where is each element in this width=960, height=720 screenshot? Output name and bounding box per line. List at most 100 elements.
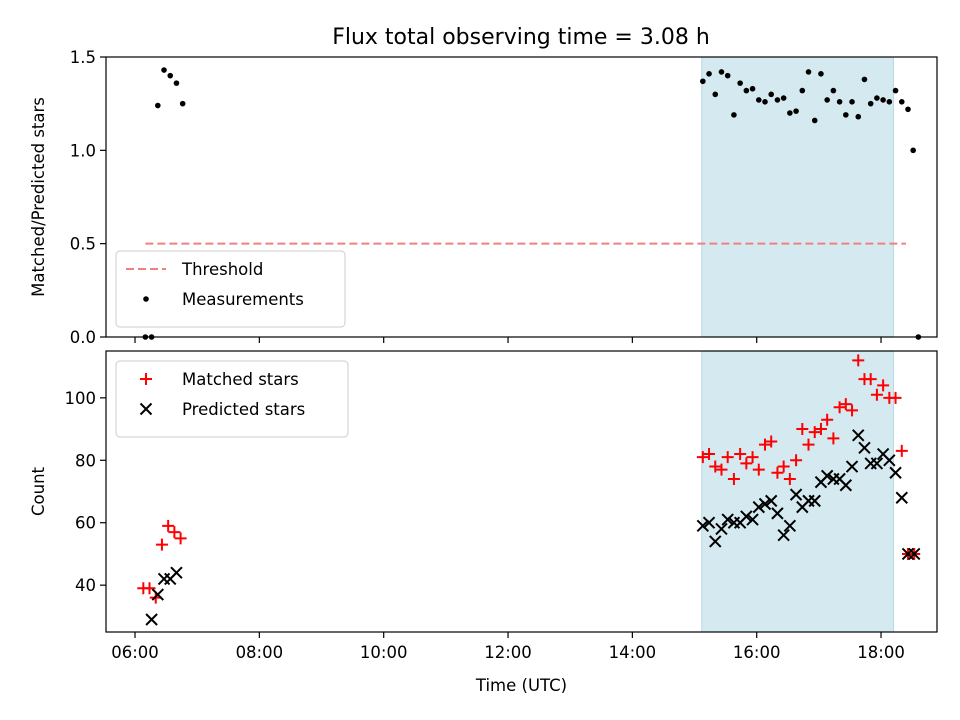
legend-label: Threshold xyxy=(181,260,263,279)
data-point xyxy=(780,95,787,101)
data-point xyxy=(771,507,784,520)
data-point xyxy=(805,69,812,75)
flux-ratio-panel: 0.0 0.5 1.0 1.5 Matched/Predicted stars Thres… xyxy=(29,48,938,347)
axes-frame xyxy=(105,56,938,338)
data-point xyxy=(179,100,186,107)
legend-label: Predicted stars xyxy=(182,400,305,419)
data-point xyxy=(808,426,821,439)
y-axis-label: Matched/Predicted stars xyxy=(29,97,48,297)
data-point xyxy=(740,457,753,470)
data-point xyxy=(845,460,859,473)
data-point xyxy=(905,106,911,113)
data-point xyxy=(814,423,827,436)
data-point xyxy=(808,494,821,508)
data-point xyxy=(170,566,183,579)
data-point xyxy=(870,388,883,401)
data-point xyxy=(895,491,908,504)
data-point xyxy=(870,457,884,470)
y-tick-label: 1.5 xyxy=(70,48,96,67)
data-point xyxy=(824,97,830,103)
data-point xyxy=(827,432,840,445)
data-point xyxy=(155,102,161,109)
data-point xyxy=(161,67,167,73)
data-point xyxy=(724,72,731,79)
data-point xyxy=(833,401,846,414)
data-point xyxy=(821,413,834,426)
data-point xyxy=(749,85,756,92)
legend: Matched stars Predicted stars xyxy=(115,360,349,438)
data-point xyxy=(703,448,716,461)
y-tick-label: 100 xyxy=(65,389,97,408)
legend-box xyxy=(115,360,349,438)
data-point xyxy=(889,391,902,404)
data-point xyxy=(709,460,722,473)
y-tick-label: 1.0 xyxy=(70,141,96,160)
legend: Threshold Measurements xyxy=(115,250,346,328)
data-point xyxy=(727,473,740,486)
data-point xyxy=(818,71,824,77)
data-point xyxy=(811,117,818,124)
data-point xyxy=(820,469,834,483)
data-point xyxy=(777,460,790,473)
x-tick-label: 10:00 xyxy=(360,643,408,662)
data-point xyxy=(886,99,893,105)
data-point xyxy=(173,80,180,86)
data-point xyxy=(843,112,849,118)
y-axis-label: Count xyxy=(29,466,48,516)
data-point xyxy=(849,99,855,105)
data-point xyxy=(895,444,908,457)
data-point xyxy=(768,91,775,98)
data-point xyxy=(174,532,187,545)
data-point xyxy=(700,78,706,85)
x-tick-label: 06:00 xyxy=(111,643,159,662)
y-tick-label: 80 xyxy=(75,451,96,470)
data-point xyxy=(796,423,809,436)
data-point xyxy=(743,87,750,94)
data-point xyxy=(709,535,722,548)
data-point xyxy=(151,588,165,601)
x-tick-label: 08:00 xyxy=(236,643,284,662)
data-point xyxy=(746,451,759,464)
data-point xyxy=(734,448,747,461)
data-point xyxy=(864,373,877,386)
data-point xyxy=(702,516,716,529)
x-tick-label: 18:00 xyxy=(857,643,905,662)
highlight-span xyxy=(701,57,894,337)
data-point xyxy=(910,147,916,154)
data-point xyxy=(907,547,921,561)
y-tick-label: 0.0 xyxy=(70,328,96,347)
data-point xyxy=(889,466,902,479)
data-point xyxy=(858,441,871,454)
data-point xyxy=(715,463,728,476)
data-point xyxy=(143,582,156,595)
data-point xyxy=(762,99,768,105)
axes-frame xyxy=(105,350,938,633)
legend-box xyxy=(115,250,346,328)
legend-marker xyxy=(139,402,153,416)
data-point xyxy=(802,438,815,451)
data-point xyxy=(774,97,781,103)
data-point xyxy=(874,95,880,101)
data-point xyxy=(696,519,710,533)
data-point xyxy=(752,463,765,476)
chart-title: Flux total observing time = 3.08 h xyxy=(332,25,710,50)
data-point xyxy=(793,108,799,114)
data-point xyxy=(877,379,890,392)
data-point xyxy=(777,529,790,542)
data-point xyxy=(771,466,784,479)
data-point xyxy=(737,80,743,86)
y-tick-label: 40 xyxy=(75,576,96,595)
data-point xyxy=(852,429,865,442)
data-point xyxy=(696,451,709,464)
data-point xyxy=(898,99,905,105)
data-point xyxy=(168,526,181,539)
data-point xyxy=(830,87,837,94)
legend-marker xyxy=(140,373,152,385)
data-point xyxy=(155,538,168,551)
x-tick-label: 16:00 xyxy=(733,643,781,662)
data-point xyxy=(718,69,725,75)
data-point xyxy=(706,71,712,77)
series-measurements xyxy=(142,67,922,340)
data-point xyxy=(787,110,793,116)
data-point xyxy=(783,473,796,486)
